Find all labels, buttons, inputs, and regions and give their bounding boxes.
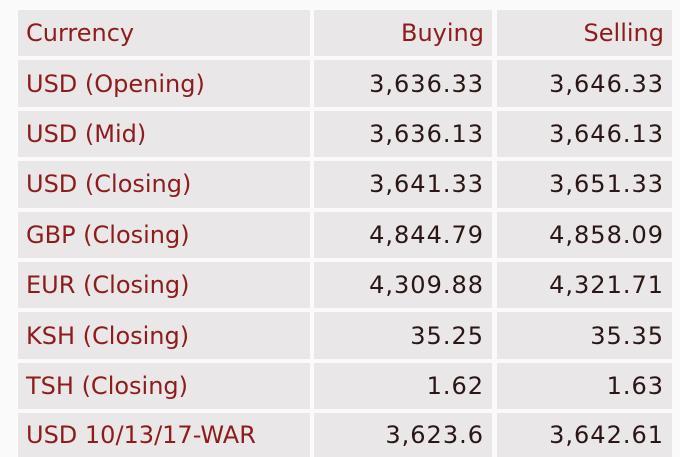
currency-cell: USD 10/13/17-WAR <box>18 413 310 457</box>
rate-cell: 4,844.79 <box>314 211 492 258</box>
rate-cell: 4,309.88 <box>314 262 492 309</box>
currency-cell: EUR (Closing) <box>18 262 310 309</box>
rate-cell: 3,642.61 <box>497 413 672 457</box>
rate-cell: 4,321.71 <box>497 262 672 309</box>
rate-cell: 3,623.6 <box>314 413 492 457</box>
rate-cell: 1.62 <box>314 362 492 410</box>
currency-cell: GBP (Closing) <box>18 211 310 258</box>
currency-cell: USD (Mid) <box>18 110 310 158</box>
header-cell: Buying <box>314 10 492 57</box>
rate-cell: 3,651.33 <box>497 161 672 208</box>
currency-cell: TSH (Closing) <box>18 362 310 410</box>
currency-cell: USD (Closing) <box>18 161 310 208</box>
rate-cell: 3,636.13 <box>314 110 492 158</box>
rate-cell: 4,858.09 <box>497 211 672 258</box>
rate-cell: 35.35 <box>497 312 672 359</box>
rate-cell: 3,646.13 <box>497 110 672 158</box>
rate-cell: 1.63 <box>497 362 672 410</box>
rate-cell: 3,641.33 <box>314 161 492 208</box>
currency-cell: KSH (Closing) <box>18 312 310 359</box>
rate-cell: 3,636.33 <box>314 60 492 107</box>
header-cell: Selling <box>497 10 672 57</box>
header-cell: Currency <box>18 10 310 57</box>
currency-cell: USD (Opening) <box>18 60 310 107</box>
rate-cell: 3,646.33 <box>497 60 672 107</box>
rate-cell: 35.25 <box>314 312 492 359</box>
